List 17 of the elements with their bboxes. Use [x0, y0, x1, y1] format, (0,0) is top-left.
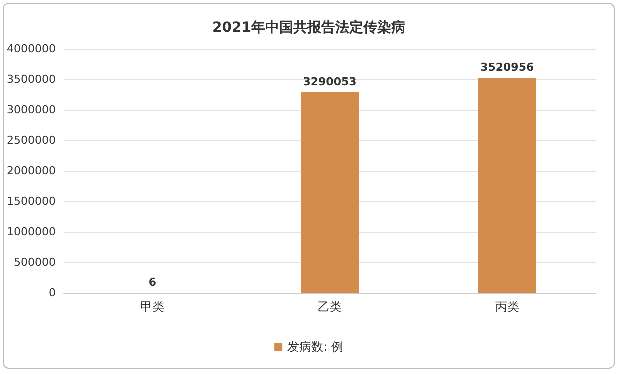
- y-tick-label: 500000: [14, 256, 56, 269]
- legend-label: 发病数: 例: [288, 340, 344, 354]
- y-tick-label: 2500000: [7, 134, 56, 147]
- x-tick-label: 乙类: [318, 300, 342, 314]
- y-tick-label: 2000000: [7, 164, 56, 178]
- data-label: 3520956: [480, 61, 534, 74]
- y-tick-label: 3500000: [7, 73, 56, 86]
- y-tick-label: 1500000: [7, 195, 56, 208]
- data-label: 3290053: [303, 75, 357, 88]
- x-tick-label: 丙类: [495, 300, 520, 314]
- y-tick-label: 0: [49, 286, 56, 300]
- y-tick-label: 4000000: [7, 42, 56, 56]
- data-label: 6: [148, 276, 157, 289]
- y-tick-label: 1000000: [7, 226, 56, 238]
- chart-title: 2021年中国共报告法定传染病: [212, 19, 406, 36]
- y-tick-label: 3000000: [7, 104, 56, 116]
- x-tick-label: 甲类: [140, 300, 165, 314]
